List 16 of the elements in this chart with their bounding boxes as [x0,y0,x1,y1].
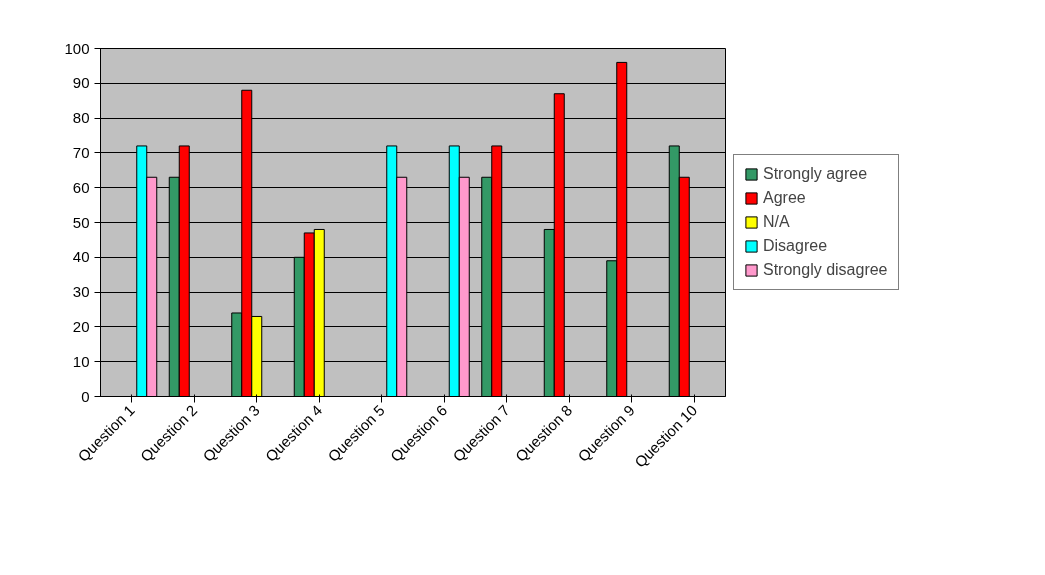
legend-label: Strongly disagree [763,261,888,279]
y-tick-label: 0 [81,387,90,405]
y-tick-label: 10 [72,352,90,370]
y-tick-label: 20 [72,317,90,335]
y-tick-label: 70 [72,143,90,161]
y-tick-label: 40 [72,248,90,266]
y-tick-label: 90 [72,74,90,92]
legend-label: Strongly agree [763,165,868,183]
y-tick-label: 30 [72,283,90,301]
y-tick-label: 50 [72,213,90,231]
y-tick-label: 100 [64,39,90,57]
legend-label: N/A [763,213,790,231]
y-tick-label: 80 [72,109,90,127]
legend-label: Agree [763,189,806,207]
legend-label: Disagree [763,237,828,255]
y-tick-label: 60 [72,178,90,196]
